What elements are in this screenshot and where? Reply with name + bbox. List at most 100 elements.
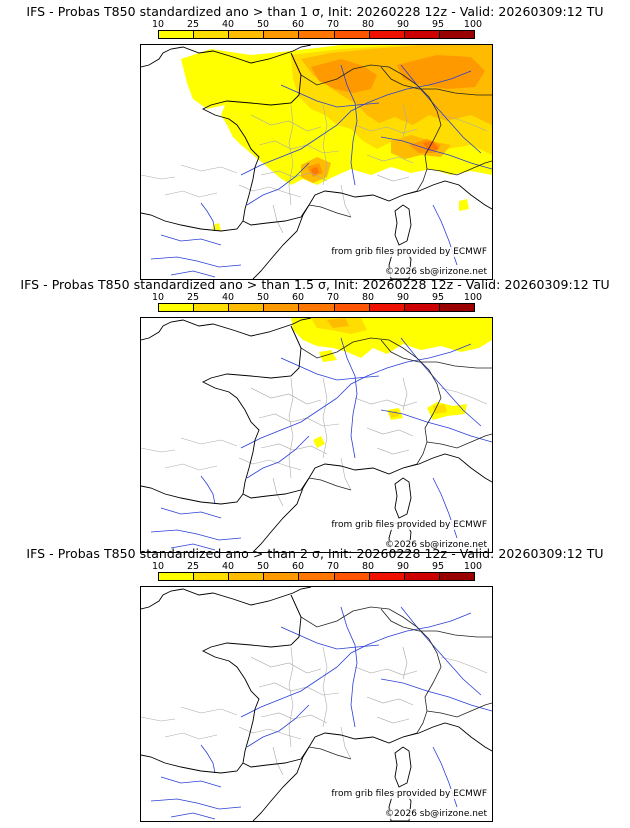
region-boundary <box>258 682 340 696</box>
map-panel-1: IFS - Probas T850 standardized ano > tha… <box>0 4 630 280</box>
river-line <box>280 626 380 650</box>
colorbar-tick-label: 70 <box>326 292 340 303</box>
region-boundary <box>272 477 284 507</box>
river-line <box>340 337 358 459</box>
region-boundary <box>180 437 238 447</box>
country-border <box>380 339 492 369</box>
colorbar-swatch <box>369 573 405 580</box>
colorbar-tick-label: 25 <box>186 561 200 572</box>
river-line <box>246 435 310 479</box>
colorbar-tick-label: 60 <box>291 292 305 303</box>
probability-area <box>313 436 325 448</box>
corsica-coast <box>394 746 412 788</box>
colorbar-swatch <box>194 304 230 311</box>
colorbar-labels: 10 25 40 50 60 70 80 90 95 100 <box>140 292 490 303</box>
region-boundary <box>340 457 352 491</box>
region-boundary <box>250 114 322 132</box>
probability-area <box>459 199 469 211</box>
colorbar-tick-label: 25 <box>186 292 200 303</box>
colorbar-swatch <box>159 31 195 38</box>
region-boundary <box>340 184 352 218</box>
colorbar-tick-label: 40 <box>221 561 235 572</box>
region-boundary <box>164 463 218 471</box>
panel-title: IFS - Probas T850 standardized ano > tha… <box>26 4 604 19</box>
panel-title: IFS - Probas T850 standardized ano > tha… <box>20 277 610 292</box>
colorbar-swatch <box>439 31 474 38</box>
river-line <box>380 136 492 170</box>
colorbar-tick-label: 80 <box>361 292 375 303</box>
country-border <box>290 52 442 196</box>
probability-area <box>319 350 337 362</box>
colorbar-swatch <box>299 31 335 38</box>
colorbar-swatch <box>439 573 474 580</box>
coastline <box>252 204 310 279</box>
river-line <box>170 270 216 278</box>
colorbar-swatch <box>159 304 195 311</box>
river-line <box>380 409 492 443</box>
colorbar-swatch <box>404 573 440 580</box>
coastline <box>141 485 244 505</box>
colorbar-swatch <box>194 573 230 580</box>
region-boundary <box>322 377 328 459</box>
colorbar-tick-label: 100 <box>463 19 483 30</box>
region-boundary <box>354 124 418 134</box>
source-credit: from grib files provided by ECMWF <box>330 520 488 530</box>
region-boundary <box>440 656 488 674</box>
river-line <box>340 64 358 186</box>
colorbar-tick-label: 60 <box>291 19 305 30</box>
region-boundary <box>164 190 218 198</box>
colorbar-tick-label: 80 <box>361 561 375 572</box>
colorbar-tick-label: 95 <box>431 292 445 303</box>
region-boundary <box>141 447 176 453</box>
colorbar-tick-label: 60 <box>291 561 305 572</box>
probability-map: from grib files provided by ECMWF ©2026 … <box>140 586 493 822</box>
region-boundary <box>354 397 418 407</box>
river-line <box>150 256 242 268</box>
colorbar-tick-label: 100 <box>463 292 483 303</box>
colorbar-swatch <box>369 304 405 311</box>
river-line <box>280 357 380 381</box>
region-boundary <box>258 140 340 154</box>
coastline <box>201 325 404 499</box>
map-canvas <box>141 318 492 552</box>
coastline <box>402 180 492 210</box>
country-border <box>426 702 492 718</box>
river-line <box>200 475 216 505</box>
river-line <box>380 678 492 712</box>
region-boundary <box>354 666 418 676</box>
colorbar-swatch <box>334 573 370 580</box>
river-line <box>170 543 216 551</box>
river-line <box>280 84 380 108</box>
corsica-coast <box>394 477 412 519</box>
colorbar <box>158 303 475 312</box>
map-canvas <box>141 587 492 821</box>
region-boundary <box>288 377 294 479</box>
river-line <box>340 606 358 728</box>
colorbar-tick-label: 50 <box>256 561 270 572</box>
region-boundary <box>272 204 284 234</box>
colorbar-tick-label: 10 <box>151 561 165 572</box>
colorbar-swatch <box>404 31 440 38</box>
river-line <box>200 202 216 232</box>
river-line <box>200 744 216 774</box>
region-boundary <box>322 104 328 186</box>
region-boundary <box>440 114 488 132</box>
region-boundary <box>141 716 176 722</box>
probability-map: from grib files provided by ECMWF ©2026 … <box>140 317 493 553</box>
colorbar-tick-label: 50 <box>256 292 270 303</box>
region-boundary <box>258 413 340 427</box>
region-boundary <box>440 387 488 405</box>
country-border <box>426 433 492 449</box>
river-line <box>160 776 222 788</box>
region-boundary <box>260 170 328 182</box>
country-border <box>290 325 442 469</box>
region-boundary <box>238 726 302 740</box>
colorbar-swatch <box>299 573 335 580</box>
source-credit: from grib files provided by ECMWF <box>330 247 488 257</box>
country-border <box>380 66 492 96</box>
region-boundary <box>402 646 408 680</box>
copyright-credit: ©2026 sb@irizone.net <box>384 267 488 277</box>
river-line <box>240 666 338 718</box>
probability-area <box>423 141 439 151</box>
map-panel-2: IFS - Probas T850 standardized ano > tha… <box>0 277 630 553</box>
